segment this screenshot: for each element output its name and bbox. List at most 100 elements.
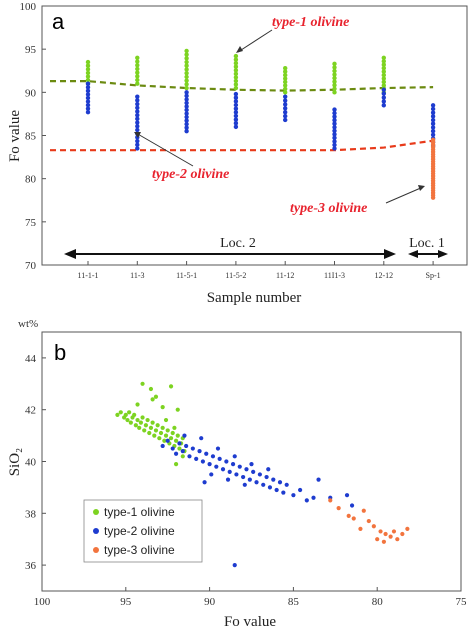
- annotation-arrow-type3: [385, 186, 424, 204]
- point-a-1: [85, 67, 91, 72]
- point-a-2: [332, 128, 337, 133]
- point-a-2: [85, 85, 91, 90]
- point-b-1: [147, 430, 152, 436]
- point-b-1: [172, 425, 177, 430]
- x-tick-label-b: 95: [120, 596, 132, 608]
- point-a-1: [85, 77, 91, 83]
- point-a-2: [135, 101, 140, 107]
- point-b-1: [152, 433, 157, 438]
- legend-swatch-type3: [93, 547, 99, 553]
- point-a-1: [381, 55, 386, 60]
- point-b-2: [180, 449, 185, 454]
- point-b-2: [298, 487, 303, 493]
- point-a-1: [135, 77, 140, 83]
- loc2-arrowhead-right: [384, 249, 396, 259]
- point-a-1: [332, 65, 337, 70]
- point-a-2: [283, 113, 288, 119]
- point-b-2: [251, 469, 256, 474]
- point-a-1: [184, 48, 189, 54]
- point-a-1: [85, 59, 91, 65]
- point-b-2: [202, 480, 207, 485]
- point-a-2: [430, 114, 436, 119]
- y-axis-label-b: SiO₂: [7, 448, 23, 477]
- y-tick-label-a: 80: [25, 174, 37, 186]
- point-b-2: [215, 446, 221, 451]
- point-a-2: [85, 109, 91, 115]
- point-b-1: [143, 423, 149, 428]
- point-a-1: [233, 57, 239, 62]
- point-b-2: [165, 438, 170, 443]
- point-a-2: [184, 100, 189, 106]
- y-tick-label-b: 42: [25, 405, 36, 417]
- point-a-2: [332, 146, 337, 151]
- legend-box: [83, 499, 203, 563]
- point-a-2: [85, 81, 91, 86]
- point-a-1: [283, 72, 288, 78]
- point-b-1: [127, 410, 132, 415]
- point-a-1: [332, 75, 337, 81]
- point-b-2: [230, 461, 236, 467]
- point-b-2: [261, 482, 266, 487]
- y-tick-label-b: 38: [25, 508, 37, 520]
- point-b-2: [200, 459, 205, 464]
- point-b-1: [173, 461, 179, 467]
- point-b-1: [135, 417, 140, 423]
- point-a-1: [135, 70, 140, 75]
- point-a-2: [135, 109, 140, 114]
- point-b-3: [366, 518, 371, 524]
- point-a-2: [233, 106, 239, 111]
- point-b-2: [204, 451, 209, 456]
- point-b-2: [232, 454, 237, 459]
- point-b-1: [170, 430, 175, 436]
- x-tick-label-b: 90: [204, 596, 216, 608]
- point-a-1: [85, 70, 91, 76]
- point-b-1: [168, 384, 174, 389]
- point-a-2: [430, 103, 436, 108]
- point-b-1: [173, 438, 179, 443]
- point-b-3: [383, 531, 388, 537]
- point-a-1: [381, 65, 386, 71]
- point-a-2: [135, 116, 140, 122]
- point-a-2: [85, 92, 91, 97]
- x-tick-label-a: 11-5-2: [225, 271, 246, 280]
- point-b-2: [232, 563, 237, 568]
- panel-label-b: b: [54, 340, 66, 365]
- point-a-2: [430, 121, 436, 126]
- point-a-1: [85, 74, 91, 79]
- point-b-3: [405, 526, 410, 531]
- arrowhead-type1: [236, 46, 243, 53]
- point-a-1: [184, 78, 189, 83]
- point-b-1: [145, 417, 150, 423]
- loc1-arrowhead-right: [438, 250, 448, 258]
- point-a-1: [332, 61, 337, 67]
- boundary-line-2: [50, 139, 434, 152]
- point-b-2: [227, 469, 232, 474]
- loc1-label: Loc. 1: [409, 236, 445, 251]
- point-a-1: [233, 85, 239, 91]
- point-a-2: [85, 106, 91, 111]
- point-a-2: [283, 109, 288, 115]
- point-a-2: [332, 135, 337, 141]
- annotation-type1: type-1 olivine: [272, 15, 349, 30]
- point-b-1: [157, 436, 162, 441]
- point-a-2: [135, 105, 140, 110]
- point-b-1: [123, 412, 128, 417]
- y-axis-label-a: Fo value: [7, 110, 23, 162]
- arrowhead-type2: [134, 132, 141, 138]
- point-b-2: [249, 461, 254, 467]
- point-b-2: [264, 474, 269, 480]
- point-a-1: [85, 63, 91, 68]
- point-a-1: [332, 90, 337, 95]
- point-a-2: [430, 128, 436, 134]
- point-a-2: [430, 110, 436, 115]
- point-b-3: [381, 539, 387, 544]
- point-b-3: [328, 498, 333, 503]
- point-a-2: [332, 110, 337, 116]
- point-a-3: [430, 137, 436, 143]
- point-b-2: [344, 493, 350, 498]
- point-a-2: [283, 98, 288, 103]
- loc1-arrowhead-left: [408, 250, 418, 258]
- point-a-2: [135, 138, 140, 144]
- point-a-1: [381, 72, 386, 78]
- point-b-2: [274, 487, 279, 493]
